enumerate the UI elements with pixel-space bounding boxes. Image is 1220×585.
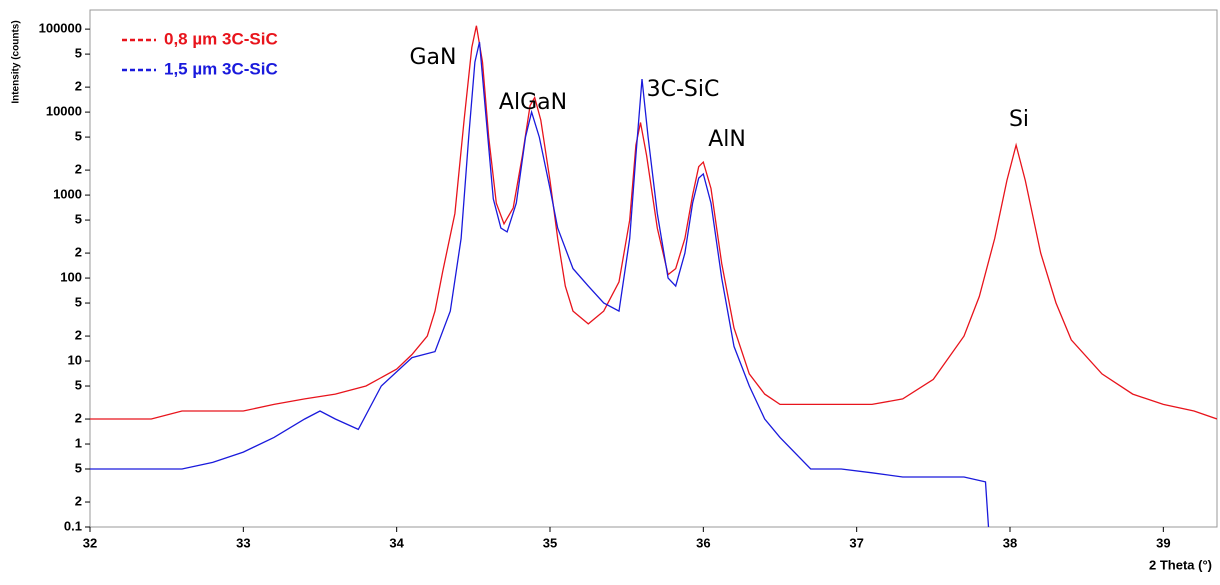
- x-tick-label: 39: [1156, 535, 1170, 550]
- y-tick-label: 100000: [39, 21, 82, 36]
- y-tick-label: 2: [75, 493, 82, 508]
- y-tick-label: 5: [75, 46, 82, 61]
- peak-label: AlGaN: [499, 90, 567, 115]
- legend-label: 0,8 µm 3C-SiC: [164, 29, 278, 48]
- x-axis-label: 2 Theta (°): [1149, 557, 1212, 572]
- series-line: [90, 25, 1217, 420]
- y-tick-label: 2: [75, 79, 82, 94]
- y-tick-label: 5: [75, 294, 82, 309]
- y-tick-label: 2: [75, 327, 82, 342]
- y-tick-label: 2: [75, 410, 82, 425]
- y-tick-label: 1: [75, 435, 82, 450]
- y-tick-label: 1000: [53, 187, 82, 202]
- x-tick-label: 33: [236, 535, 250, 550]
- y-tick-label: 10000: [46, 104, 82, 119]
- y-axis-label: Intensity (counts): [11, 20, 22, 103]
- x-tick-label: 38: [1003, 535, 1017, 550]
- peak-label: Si: [1009, 107, 1029, 132]
- peak-label: 3C-SiC: [647, 77, 720, 102]
- x-tick-label: 32: [83, 535, 97, 550]
- y-tick-label: 100: [60, 269, 82, 284]
- y-tick-label: 5: [75, 377, 82, 392]
- y-tick-label: 0.1: [64, 518, 82, 533]
- peak-label: GaN: [410, 45, 457, 70]
- y-tick-label: 5: [75, 460, 82, 475]
- x-tick-label: 34: [389, 535, 404, 550]
- legend-label: 1,5 µm 3C-SiC: [164, 59, 278, 78]
- x-tick-label: 37: [849, 535, 863, 550]
- x-tick-label: 35: [543, 535, 557, 550]
- plot-lines: [90, 25, 1217, 527]
- y-tick-label: 5: [75, 129, 82, 144]
- plot-frame: [89, 9, 1218, 528]
- y-tick-label: 5: [75, 211, 82, 226]
- x-tick-label: 36: [696, 535, 710, 550]
- y-tick-label: 2: [75, 245, 82, 260]
- y-tick-label: 2: [75, 162, 82, 177]
- peak-label: AlN: [708, 127, 746, 152]
- series-line: [90, 41, 990, 527]
- y-tick-label: 10: [68, 352, 82, 367]
